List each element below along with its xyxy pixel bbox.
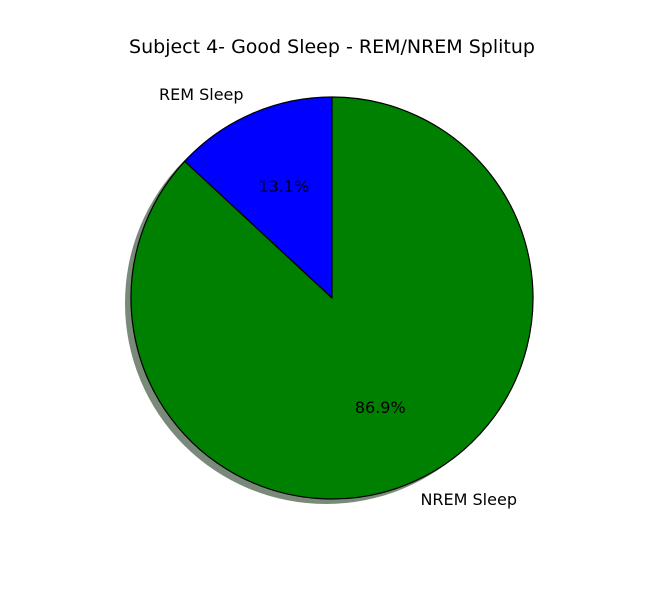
chart-title: Subject 4- Good Sleep - REM/NREM Splitup: [129, 36, 535, 58]
pie-slice-nrem-sleep: [130, 96, 534, 500]
pie-slices: [130, 96, 534, 500]
slice-label-rem-sleep: REM Sleep: [159, 85, 244, 104]
pie-labels: REM Sleep 13.1% NREM Sleep 86.9%: [159, 85, 517, 509]
slice-percent-rem-sleep: 13.1%: [258, 177, 309, 196]
slice-label-nrem-sleep: NREM Sleep: [420, 490, 517, 509]
pie-slice-rem-sleep: [184, 96, 333, 299]
slice-percent-nrem-sleep: 86.9%: [355, 398, 406, 417]
